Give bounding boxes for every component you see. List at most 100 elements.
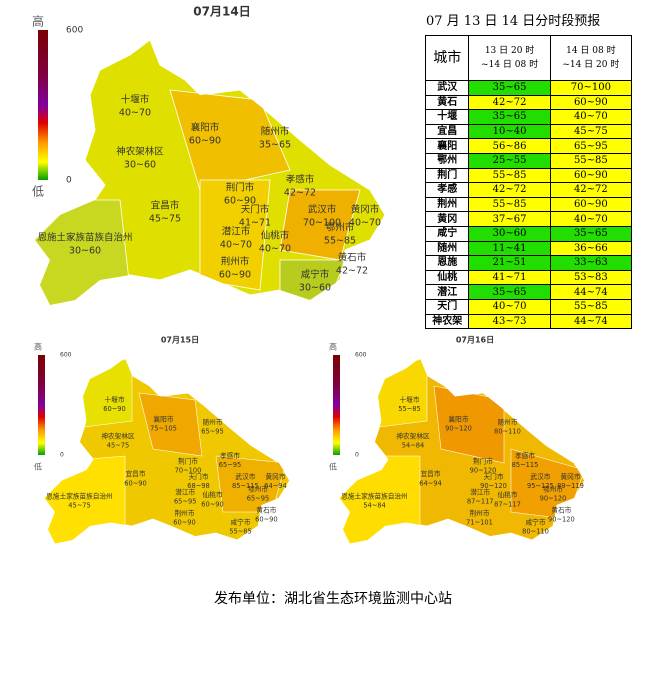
city-cell: 潜江: [424, 284, 470, 300]
city-range: 85~115: [232, 482, 259, 490]
city-range: 30~60: [124, 160, 156, 171]
city-range: 60~90: [173, 519, 195, 527]
value-cell: 40~70: [549, 109, 633, 125]
value-cell: 37~67: [468, 211, 551, 227]
city-name: 恩施土家族苗族自治州: [46, 492, 112, 501]
value-cell: 60~90: [549, 167, 633, 184]
city-name: 潜江市: [470, 487, 490, 496]
city-cell: 荆门: [424, 167, 470, 184]
city-range: 45~75: [68, 502, 90, 510]
city-range: 90~120: [548, 516, 575, 524]
city-range: 45~75: [149, 214, 181, 225]
city-name: 荆门市: [178, 457, 198, 466]
header-period: 14 日 08 时 ~14 日 20 时: [549, 35, 633, 81]
table-row: 荆门 55~85 60~90: [424, 167, 633, 184]
legend-bar: [38, 30, 48, 180]
value-cell: 56~86: [468, 138, 551, 154]
city-range: 90~120: [470, 467, 497, 475]
city-range: 40~70: [259, 244, 291, 255]
city-range: 65~95: [219, 461, 241, 469]
value-cell: 30~60: [468, 225, 551, 242]
city-name: 孝感市: [515, 451, 535, 460]
table-row: 武汉 35~65 70~100: [424, 80, 633, 96]
value-cell: 35~65: [468, 109, 551, 125]
city-name: 天门市: [189, 472, 209, 481]
city-range: 35~65: [259, 140, 291, 151]
city-cell: 襄阳: [424, 138, 470, 154]
table-title: 07 月 13 日 14 日分时段预报: [426, 14, 601, 29]
city-name: 天门市: [484, 472, 504, 481]
city-range: 75~105: [150, 425, 177, 433]
city-range: 90~120: [480, 482, 507, 490]
city-cell: 黄冈: [424, 211, 470, 227]
city-range: 71~101: [466, 519, 493, 527]
city-range: 80~110: [494, 428, 521, 436]
city-name: 随州市: [261, 126, 290, 138]
legend-min: 0: [355, 452, 359, 459]
city-range: 40~70: [220, 240, 252, 251]
value-cell: 21~51: [468, 255, 551, 271]
city-name: 天门市: [241, 204, 270, 216]
value-cell: 53~83: [549, 269, 633, 286]
value-cell: 43~73: [468, 313, 551, 330]
table-row: 鄂州 25~55 55~85: [424, 152, 633, 169]
map-title: 07月14日: [193, 5, 250, 19]
city-range: 42~72: [336, 266, 368, 277]
city-range: 55~85: [229, 528, 251, 536]
city-name: 神农架林区: [396, 431, 430, 440]
city-range: 41~71: [239, 218, 271, 229]
map-region: [199, 179, 271, 291]
legend-min: 0: [60, 452, 64, 459]
city-range: 65~95: [247, 495, 269, 503]
city-name: 孝感市: [220, 451, 240, 460]
city-cell: 恩施: [424, 255, 470, 271]
header-period: 13 日 20 时 ~14 日 08 时: [468, 35, 551, 81]
city-name: 神农架林区: [101, 431, 135, 440]
table-row: 黄冈 37~67 40~70: [424, 211, 633, 227]
city-name: 襄阳市: [191, 122, 220, 134]
city-range: 30~60: [299, 283, 331, 294]
city-name: 荆门市: [473, 457, 493, 466]
city-name: 荆州市: [221, 256, 250, 268]
city-range: 60~90: [201, 500, 223, 508]
legend-max: 600: [60, 352, 72, 359]
table-row: 随州 11~41 36~66: [424, 240, 633, 257]
value-cell: 44~74: [549, 313, 633, 330]
header-row: 城市 13 日 20 时 ~14 日 08 时 14 日 08 时 ~14 日 20 时: [424, 35, 633, 81]
city-name: 孝感市: [286, 174, 315, 186]
city-name: 荆门市: [226, 182, 255, 194]
value-cell: 42~72: [468, 182, 551, 198]
city-name: 宜昌市: [151, 200, 180, 212]
city-range: 70~100: [175, 467, 202, 475]
city-name: 潜江市: [222, 226, 251, 238]
map-title: 07月16日: [456, 336, 494, 345]
value-cell: 55~85: [549, 152, 633, 169]
city-name: 襄阳市: [154, 415, 174, 424]
city-cell: 荆州: [424, 196, 470, 213]
city-range: 80~110: [522, 528, 549, 536]
city-name: 襄阳市: [449, 415, 469, 424]
city-range: 95~125: [527, 482, 554, 490]
city-name: 恩施土家族苗族自治州: [341, 492, 407, 501]
legend-high: 高: [329, 342, 337, 352]
value-cell: 55~85: [468, 196, 551, 213]
city-name: 十堰市: [121, 94, 150, 106]
city-cell: 咸宁: [424, 225, 470, 242]
city-range: 70~100: [303, 218, 341, 229]
city-range: 87~117: [467, 498, 494, 506]
value-cell: 40~70: [549, 211, 633, 227]
city-range: 45~75: [107, 442, 129, 450]
map-region: [433, 385, 505, 464]
footer: 发布单位：湖北省生态环境监测中心站: [214, 591, 452, 607]
city-name: 黄石市: [551, 506, 571, 515]
value-cell: 35~65: [468, 80, 551, 96]
value-cell: 55~85: [468, 167, 551, 184]
value-cell: 45~75: [549, 123, 633, 140]
table-row: 恩施 21~51 33~63: [424, 255, 633, 271]
city-name: 黄冈市: [351, 204, 380, 216]
city-name: 随州市: [203, 417, 223, 426]
value-cell: 60~90: [549, 94, 633, 111]
city-range: 85~115: [512, 461, 539, 469]
value-cell: 44~74: [549, 284, 633, 300]
